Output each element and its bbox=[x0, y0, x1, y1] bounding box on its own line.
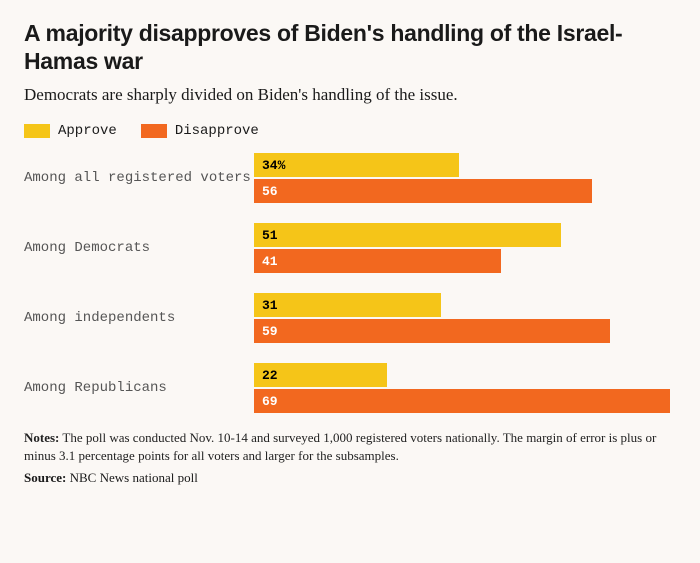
source-label: Source: bbox=[24, 470, 66, 485]
source: Source: NBC News national poll bbox=[24, 470, 676, 486]
legend-swatch-disapprove bbox=[141, 124, 167, 138]
chart-group: Among Democrats5141 bbox=[24, 223, 676, 273]
legend-label-approve: Approve bbox=[58, 123, 117, 139]
group-label: Among independents bbox=[24, 310, 254, 326]
disapprove-bar: 59 bbox=[254, 319, 610, 343]
approve-bar: 51 bbox=[254, 223, 561, 247]
chart-group: Among all registered voters34%56 bbox=[24, 153, 676, 203]
group-label: Among Republicans bbox=[24, 380, 254, 396]
disapprove-bar: 56 bbox=[254, 179, 592, 203]
approve-bar: 34% bbox=[254, 153, 459, 177]
bars-container: 2269 bbox=[254, 363, 676, 413]
bars-container: 5141 bbox=[254, 223, 676, 273]
group-label: Among Democrats bbox=[24, 240, 254, 256]
notes: Notes: The poll was conducted Nov. 10-14… bbox=[24, 429, 676, 465]
legend: Approve Disapprove bbox=[24, 123, 676, 139]
bars-container: 34%56 bbox=[254, 153, 676, 203]
notes-text: The poll was conducted Nov. 10-14 and su… bbox=[24, 430, 656, 463]
chart-title: A majority disapproves of Biden's handli… bbox=[24, 20, 676, 75]
source-text: NBC News national poll bbox=[70, 470, 198, 485]
chart-group: Among Republicans2269 bbox=[24, 363, 676, 413]
legend-label-disapprove: Disapprove bbox=[175, 123, 259, 139]
approve-bar: 31 bbox=[254, 293, 441, 317]
bar-chart: Among all registered voters34%56 Among De… bbox=[24, 153, 676, 413]
disapprove-bar: 69 bbox=[254, 389, 670, 413]
bars-container: 3159 bbox=[254, 293, 676, 343]
chart-subtitle: Democrats are sharply divided on Biden's… bbox=[24, 85, 676, 105]
disapprove-bar: 41 bbox=[254, 249, 501, 273]
legend-approve: Approve bbox=[24, 123, 117, 139]
approve-bar: 22 bbox=[254, 363, 387, 387]
group-label: Among all registered voters bbox=[24, 170, 254, 186]
legend-disapprove: Disapprove bbox=[141, 123, 259, 139]
chart-group: Among independents3159 bbox=[24, 293, 676, 343]
legend-swatch-approve bbox=[24, 124, 50, 138]
notes-label: Notes: bbox=[24, 430, 59, 445]
